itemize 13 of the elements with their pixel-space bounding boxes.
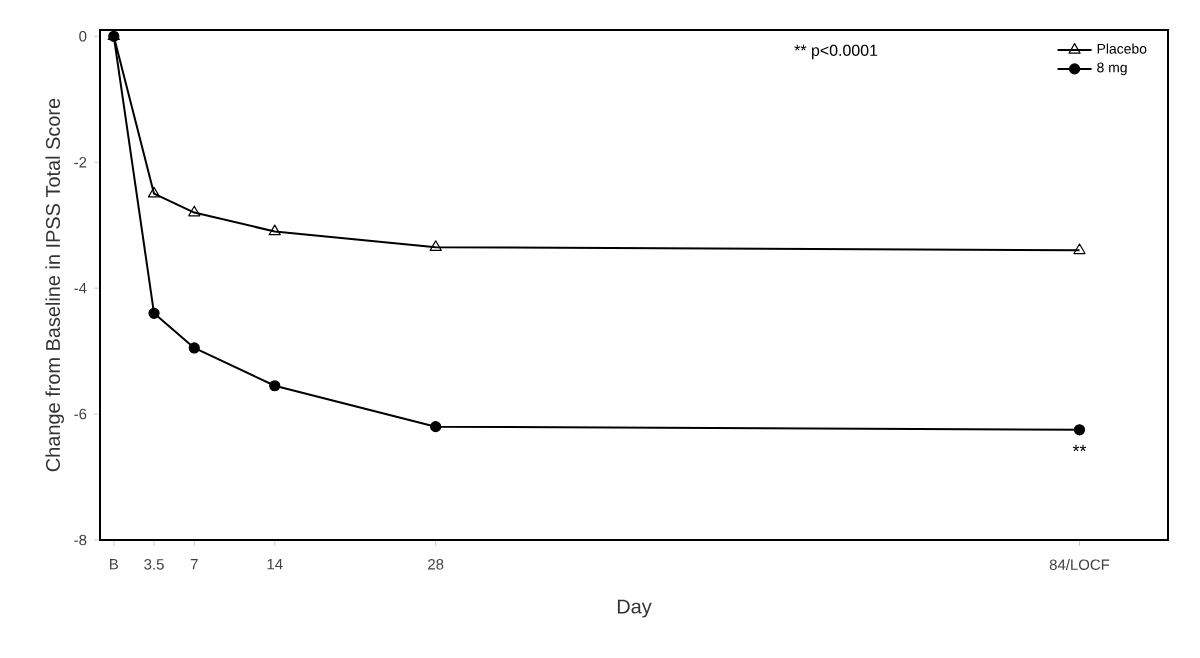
- x-axis-title: Day: [617, 599, 652, 618]
- point: [188, 205, 201, 217]
- point: [429, 240, 442, 252]
- point: [268, 224, 281, 236]
- point: [430, 421, 442, 433]
- point: [269, 380, 281, 392]
- point: [1073, 243, 1086, 255]
- annotation: **: [1072, 444, 1087, 452]
- y-axis-title: Change from Baseline in IPSS Total Score: [45, 98, 64, 472]
- point: [188, 342, 200, 354]
- point: [147, 186, 161, 198]
- point: [1073, 424, 1086, 436]
- point: [148, 307, 160, 319]
